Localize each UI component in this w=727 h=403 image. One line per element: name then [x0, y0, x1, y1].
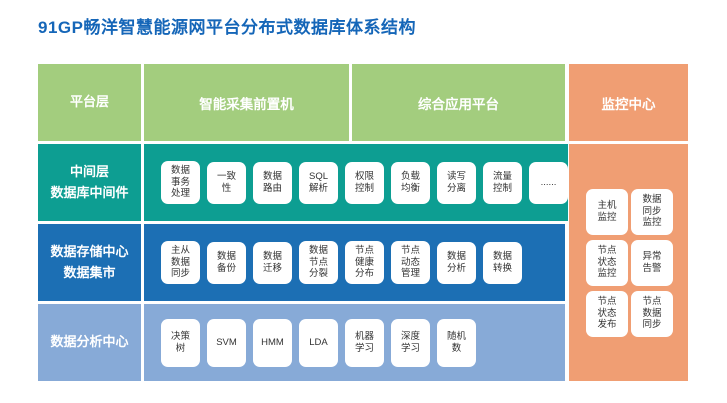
middleware-box: 数据 事务 处理 — [161, 160, 200, 205]
monitor-box: 节点 状态 发布 — [586, 290, 628, 337]
monitor-center-header: 监控中心 — [569, 64, 688, 141]
analysis-box: 深度 学习 — [391, 318, 430, 367]
main-table: 平台层 智能采集前置机 综合应用平台 中间层 数据库中间件 数据 事务 处理 一致… — [38, 64, 568, 381]
analysis-boxes: 决策 树 SVM HMM LDA 机器 学习 深度 学习 随机 数 — [144, 304, 565, 381]
middleware-box: 读写 分离 — [437, 161, 476, 204]
application-platform-cell: 综合应用平台 — [352, 64, 565, 141]
storage-boxes: 主从 数据 同步 数据 备份 数据 迁移 数据 节点 分裂 节点 健康 分布 节点 动态 … — [144, 224, 565, 301]
header-row: 平台层 智能采集前置机 综合应用平台 — [38, 64, 565, 141]
storage-row: 数据存储中心 数据集市 主从 数据 同步 数据 备份 数据 迁移 数据 节点 分裂 节点… — [38, 224, 565, 301]
monitor-box: 节点 数据 同步 — [631, 290, 673, 337]
middleware-box: 权限 控制 — [345, 161, 384, 204]
monitor-box: 数据 同步 监控 — [631, 188, 673, 235]
analysis-box: 机器 学习 — [345, 318, 384, 367]
storage-box: 数据 备份 — [207, 241, 246, 284]
analysis-box: 随机 数 — [437, 318, 476, 367]
storage-box: 节点 健康 分布 — [345, 240, 384, 285]
storage-box: 数据 转换 — [483, 241, 522, 284]
monitor-box: 节点 状态 监控 — [586, 239, 628, 286]
middleware-box: 负载 均衡 — [391, 161, 430, 204]
monitor-boxes: 主机 监控 数据 同步 监控 节点 状态 监控 异常 告警 节点 状态 发布 节点 数据 … — [586, 188, 673, 337]
middleware-box: ...... — [529, 161, 568, 204]
page-title: 91GP畅洋智慧能源网平台分布式数据库体系结构 — [38, 18, 416, 37]
analysis-box: 决策 树 — [161, 318, 200, 367]
monitor-column: 监控中心 主机 监控 数据 同步 监控 节点 状态 监控 异常 告警 节点 状态 发布节… — [569, 64, 688, 381]
monitor-body: 主机 监控 数据 同步 监控 节点 状态 监控 异常 告警 节点 状态 发布 节点 数据 … — [569, 144, 688, 381]
analysis-box: HMM — [253, 318, 292, 367]
analysis-box: LDA — [299, 318, 338, 367]
architecture-diagram: 平台层 智能采集前置机 综合应用平台 中间层 数据库中间件 数据 事务 处理 一致… — [38, 64, 688, 381]
storage-center-label: 数据存储中心 数据集市 — [38, 224, 141, 301]
storage-box: 数据 节点 分裂 — [299, 240, 338, 285]
middleware-row: 中间层 数据库中间件 数据 事务 处理 一致 性数据 路由 SQL 解析 权限 控制负… — [38, 144, 568, 221]
monitor-box: 主机 监控 — [586, 188, 628, 235]
storage-box: 数据 分析 — [437, 241, 476, 284]
analysis-center-label: 数据分析中心 — [38, 304, 141, 381]
storage-box: 数据 迁移 — [253, 241, 292, 284]
storage-box: 主从 数据 同步 — [161, 240, 200, 285]
platform-layer-cell: 平台层 — [38, 64, 141, 141]
middleware-box: SQL 解析 — [299, 161, 338, 204]
analysis-row: 数据分析中心 决策 树 SVM HMM LDA 机器 学习 深度 学习 随机 数 — [38, 304, 565, 381]
middleware-layer-label: 中间层 数据库中间件 — [38, 144, 141, 221]
middleware-box: 数据 路由 — [253, 161, 292, 204]
acquisition-frontend-cell: 智能采集前置机 — [144, 64, 349, 141]
middleware-boxes: 数据 事务 处理 一致 性数据 路由 SQL 解析 权限 控制 负载 均衡 读写 分离 流量… — [144, 144, 568, 221]
middleware-box: 流量 控制 — [483, 161, 522, 204]
analysis-box: SVM — [207, 318, 246, 367]
storage-box: 节点 动态 管理 — [391, 240, 430, 285]
monitor-box: 异常 告警 — [631, 239, 673, 286]
middleware-box: 一致 性 — [207, 161, 246, 204]
